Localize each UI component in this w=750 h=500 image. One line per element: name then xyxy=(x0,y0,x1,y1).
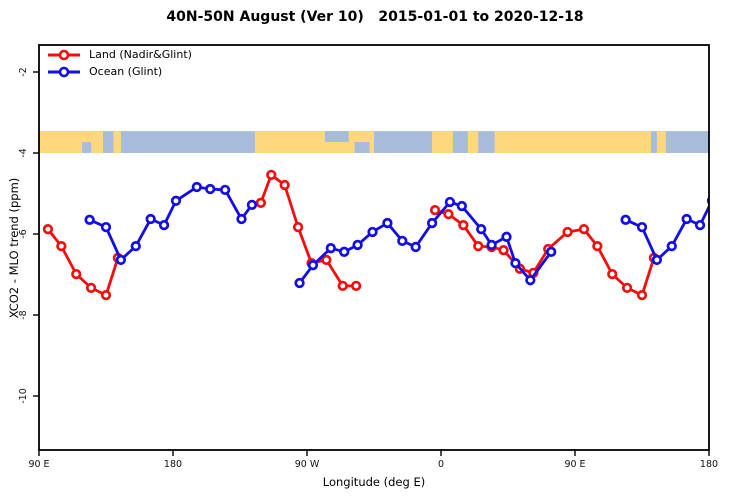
data-point xyxy=(444,196,456,208)
x-tick-label: 0 xyxy=(438,459,444,470)
map-land-block xyxy=(113,131,121,153)
data-point xyxy=(292,221,304,233)
ocean-series-key-icon xyxy=(48,66,80,77)
data-point xyxy=(130,240,141,252)
data-point xyxy=(71,268,82,280)
legend-item-ocean: Ocean (Glint) xyxy=(46,63,192,80)
map-land-block xyxy=(494,131,651,153)
x-tick-label: 90 E xyxy=(564,459,585,470)
data-point xyxy=(636,290,648,301)
map-land-block xyxy=(39,131,104,153)
data-point xyxy=(456,200,467,212)
data-point xyxy=(294,277,305,289)
y-tick-label: -6 xyxy=(18,229,29,238)
data-point xyxy=(410,241,421,253)
data-point xyxy=(636,221,648,233)
data-point xyxy=(473,240,484,252)
data-point xyxy=(651,254,663,266)
data-point xyxy=(352,239,363,251)
data-point xyxy=(681,213,692,225)
series-ocean xyxy=(84,181,709,289)
data-point xyxy=(266,169,277,181)
legend: Land (Nadir&Glint) Ocean (Glint) xyxy=(46,46,192,80)
data-point xyxy=(158,219,170,231)
data-point xyxy=(367,226,378,238)
land-series-key-icon xyxy=(48,49,80,60)
map-ocean-patch xyxy=(354,142,370,153)
map-land-block xyxy=(467,131,479,153)
data-point xyxy=(42,223,54,235)
data-point xyxy=(84,214,95,225)
data-point xyxy=(510,258,521,269)
x-tick-label: 180 xyxy=(700,459,718,470)
data-point xyxy=(429,204,441,216)
world-map-strip xyxy=(39,131,709,153)
map-ocean-patch xyxy=(324,131,349,143)
data-point xyxy=(321,254,332,266)
data-point xyxy=(325,243,336,254)
legend-label-land: Land (Nadir&Glint) xyxy=(89,48,192,61)
data-point xyxy=(443,209,454,220)
x-tick-label: 180 xyxy=(164,459,182,470)
data-point xyxy=(145,213,156,225)
data-point xyxy=(191,181,202,193)
data-point xyxy=(115,254,127,266)
data-point xyxy=(607,268,618,280)
legend-label-ocean: Ocean (Glint) xyxy=(89,65,163,78)
data-point xyxy=(100,221,112,233)
data-point xyxy=(498,245,509,256)
data-point xyxy=(666,240,677,252)
y-tick-label: -8 xyxy=(18,310,29,319)
data-point xyxy=(85,282,97,294)
data-point xyxy=(578,223,590,235)
data-point xyxy=(592,240,603,252)
data-point xyxy=(525,275,536,286)
y-tick-label: -2 xyxy=(18,67,29,76)
map-land-block xyxy=(656,131,666,153)
chart-title: 40N-50N August (Ver 10) 2015-01-01 to 20… xyxy=(166,9,584,25)
series-land xyxy=(42,169,660,301)
data-point xyxy=(56,240,67,252)
data-point xyxy=(476,223,487,235)
data-point xyxy=(382,217,393,229)
data-point xyxy=(337,280,348,291)
map-ocean-patch xyxy=(82,142,92,153)
data-point xyxy=(397,235,408,247)
data-point xyxy=(350,280,362,291)
data-point xyxy=(501,231,512,242)
data-point xyxy=(246,199,258,210)
data-point xyxy=(620,214,631,225)
data-point xyxy=(562,226,573,238)
x-axis-title: Longitude (deg E) xyxy=(322,475,426,489)
data-point xyxy=(621,282,633,294)
y-axis-title: XCO2 - MLO trend (ppm) xyxy=(7,177,21,319)
axis-ticks: 90 E 180 90 W 0 90 E 180 -2 -4 -6 -8 -10 xyxy=(18,67,718,470)
x-tick-label: 90 E xyxy=(28,459,49,470)
data-point xyxy=(546,246,557,257)
data-point xyxy=(170,195,182,206)
data-point xyxy=(458,219,469,231)
y-tick-label: -10 xyxy=(18,388,29,404)
data-point xyxy=(307,260,319,271)
y-tick-label: -4 xyxy=(18,148,29,157)
data-point xyxy=(339,246,350,257)
data-point xyxy=(205,183,216,195)
x-tick-label: 90 W xyxy=(295,459,320,470)
data-point xyxy=(219,184,231,196)
data-point xyxy=(486,239,497,251)
legend-item-land: Land (Nadir&Glint) xyxy=(46,46,192,63)
data-point xyxy=(279,179,290,191)
data-point xyxy=(426,217,438,229)
data-point xyxy=(236,213,247,225)
data-point xyxy=(694,219,706,231)
plot-border xyxy=(38,44,710,451)
map-land-block xyxy=(432,131,453,153)
data-point xyxy=(100,290,112,301)
data-point xyxy=(255,197,266,208)
